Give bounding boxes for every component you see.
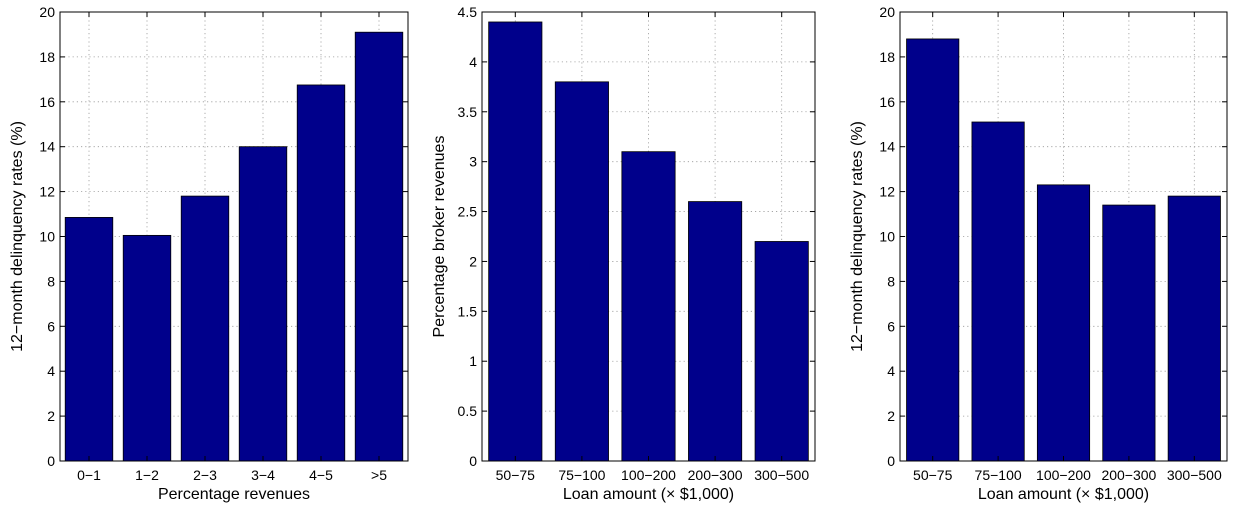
y-tick-label: 14 — [39, 139, 55, 155]
bar-3 — [1036, 184, 1091, 462]
x-tick-label: 300−500 — [754, 467, 809, 483]
x-tick-label: 100−200 — [621, 467, 676, 483]
bar-5 — [754, 241, 809, 462]
bar-1 — [64, 217, 114, 462]
y-tick-label: 12 — [879, 184, 895, 200]
y-tick-label: 18 — [879, 49, 895, 65]
y-tick-label: 0 — [887, 453, 895, 469]
y-tick-label: 8 — [47, 273, 55, 289]
x-tick-label: 100−200 — [1036, 467, 1091, 483]
y-tick-label: 2 — [469, 253, 477, 269]
x-tick-label: 300−500 — [1167, 467, 1222, 483]
chart-panel-1: 0 2 4 6 8 10 12 14 16 18 20 0−1 1−2 2−3 3−4 4−5 >5 Percen… — [9, 4, 409, 503]
x-tick-label: 4−5 — [309, 467, 333, 483]
y-tick-label: 10 — [39, 229, 55, 245]
x-tick-label: 200−300 — [688, 467, 743, 483]
y-tick-label: 1 — [469, 353, 477, 369]
bar-4 — [1102, 204, 1156, 462]
bar-6 — [354, 31, 404, 462]
y-tick-label: 16 — [39, 94, 55, 110]
y-axis-label: 12−month delinquency rates (%) — [849, 121, 866, 352]
y-tick-label: 14 — [879, 139, 895, 155]
x-tick-label: 50−75 — [913, 467, 953, 483]
x-tick-label: 75−100 — [558, 467, 605, 483]
bar-3 — [621, 151, 676, 462]
y-tick-label: 3 — [469, 154, 477, 170]
bar-2 — [554, 81, 609, 462]
y-tick-label: 0 — [469, 453, 477, 469]
x-tick-label: 200−300 — [1101, 467, 1156, 483]
y-tick-label: 4 — [47, 363, 55, 379]
y-tick-label: 4.5 — [458, 4, 478, 20]
y-axis-label: 12−month delinquency rates (%) — [9, 121, 26, 352]
chart-panel-3: 0 2 4 6 8 10 12 14 16 18 20 50−75 75−100 100−200 200−3… — [849, 4, 1228, 503]
y-axis-label: Percentage broker revenues — [431, 136, 448, 338]
bar-4 — [688, 201, 743, 462]
x-tick-label: 1−2 — [135, 467, 159, 483]
y-tick-label: 6 — [887, 318, 895, 334]
y-tick-label: 16 — [879, 94, 895, 110]
x-tick-label: >5 — [371, 467, 387, 483]
y-tick-label: 2 — [887, 408, 895, 424]
y-tick-label: 6 — [47, 318, 55, 334]
y-tick-label: 2.5 — [458, 204, 478, 220]
x-axis-label: Loan amount (× $1,000) — [978, 486, 1149, 503]
y-tick-label: 10 — [879, 229, 895, 245]
bar-1 — [906, 38, 960, 462]
x-tick-label: 0−1 — [77, 467, 101, 483]
y-tick-label: 0.5 — [458, 403, 478, 419]
bar-2 — [971, 121, 1025, 462]
x-tick-label: 75−100 — [975, 467, 1022, 483]
y-tick-label: 0 — [47, 453, 55, 469]
x-tick-label: 50−75 — [496, 467, 536, 483]
y-tick-label: 4 — [887, 363, 895, 379]
x-tick-label: 2−3 — [193, 467, 217, 483]
y-tick-label: 3.5 — [458, 104, 478, 120]
x-axis-label: Percentage revenues — [158, 486, 310, 503]
y-tick-label: 20 — [39, 4, 55, 20]
y-tick-label: 4 — [469, 54, 477, 70]
y-tick-label: 8 — [887, 273, 895, 289]
bar-3 — [180, 195, 230, 462]
x-tick-label: 3−4 — [251, 467, 275, 483]
y-tick-label: 12 — [39, 184, 55, 200]
x-axis-label: Loan amount (× $1,000) — [563, 486, 734, 503]
bar-5 — [296, 84, 346, 462]
bar-2 — [122, 234, 172, 462]
y-tick-label: 1.5 — [458, 303, 478, 319]
y-tick-label: 18 — [39, 49, 55, 65]
bar-5 — [1167, 195, 1221, 462]
chart-panel-2: 0 0.5 1 1.5 2 2.5 3 3.5 4 4.5 50−75 75−100 100−200 20… — [431, 4, 816, 503]
y-tick-label: 2 — [47, 408, 55, 424]
bar-4 — [238, 146, 288, 462]
y-tick-label: 20 — [879, 4, 895, 20]
bar-1 — [488, 21, 543, 462]
